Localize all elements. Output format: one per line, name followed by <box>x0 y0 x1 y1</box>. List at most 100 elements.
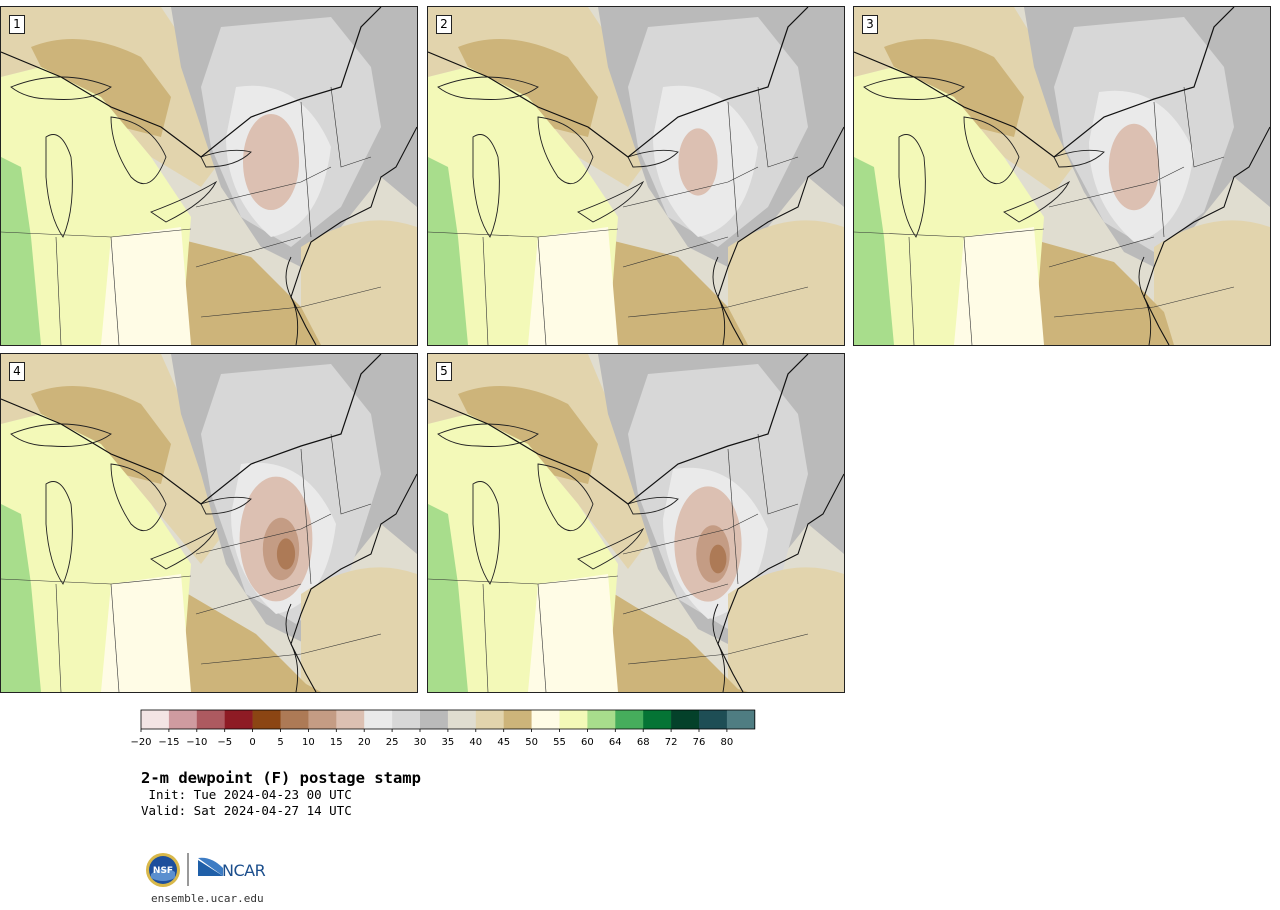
colorbar-tick-label: 25 <box>386 737 399 748</box>
colorbar-tick-label: 80 <box>721 737 734 748</box>
dewpoint-region-45 <box>171 584 321 692</box>
lake-erie-outline <box>150 527 218 570</box>
chesapeake-coast <box>1138 256 1152 345</box>
ncar-logo-text: NCAR <box>222 861 266 880</box>
lake-erie-outline <box>1003 180 1071 223</box>
lake-michigan-outline <box>472 481 500 585</box>
dewpoint-region-60 <box>428 157 468 345</box>
state-boundary <box>195 236 302 268</box>
state-boundary <box>482 236 489 345</box>
state-boundary <box>537 583 547 692</box>
colorbar-tick-label: 0 <box>249 737 255 748</box>
map-panel-4[interactable]: 4 <box>0 353 418 693</box>
map-panel-2[interactable]: 2 <box>427 6 845 346</box>
state-boundary <box>622 583 729 615</box>
lake-ontario-outline <box>200 149 252 168</box>
state-boundary <box>300 448 312 585</box>
colorbar-swatch <box>615 710 644 729</box>
dewpoint-region-60 <box>428 504 468 692</box>
dewpoint-map-2 <box>428 7 844 345</box>
state-boundary <box>195 166 332 208</box>
state-boundary <box>627 286 809 318</box>
colorbar-tick-label: 68 <box>637 737 650 748</box>
state-boundary <box>200 286 382 318</box>
dewpoint-region-45 <box>598 584 748 692</box>
colorbar-swatch <box>280 710 309 729</box>
logos: NSF NCAR <box>146 853 266 887</box>
state-boundary <box>55 236 62 345</box>
panel-number-label: 4 <box>9 362 25 381</box>
dewpoint-region-5 <box>709 544 727 574</box>
lake-superior-outline <box>10 76 112 100</box>
state-boundary <box>1053 286 1235 318</box>
state-boundary <box>963 236 973 345</box>
colorbar-swatch <box>364 710 393 729</box>
colorbar-tick-label: −20 <box>130 737 151 748</box>
map-panel-5[interactable]: 5 <box>427 353 845 693</box>
colorbar-tick-label: 50 <box>525 737 538 748</box>
colorbar-tick-label: 72 <box>665 737 678 748</box>
colorbar-tick-label: 40 <box>469 737 482 748</box>
dewpoint-region-45 <box>31 386 171 484</box>
dewpoint-region-50 <box>954 227 1044 345</box>
dewpoint-region-40 <box>728 220 844 345</box>
lake-erie-outline <box>150 180 218 223</box>
state-boundary <box>110 236 120 345</box>
colorbar-tick-label: 35 <box>442 737 455 748</box>
colorbar-tick-label: −15 <box>158 737 179 748</box>
colorbar-tick-label: −5 <box>217 737 232 748</box>
colorbar-tick-label: 45 <box>497 737 510 748</box>
dewpoint-region-15 <box>678 128 718 196</box>
dewpoint-map-5 <box>428 354 844 692</box>
lake-superior-outline <box>437 423 539 447</box>
state-boundary <box>757 86 799 168</box>
state-boundary <box>1048 236 1155 268</box>
state-boundary <box>622 166 759 208</box>
lake-superior-outline <box>863 76 965 100</box>
panel-number-label: 2 <box>436 15 452 34</box>
dewpoint-colorbar: −20 −15 −10 −5 0 5 10 15 20 25 30 35 40 45 50 55 60 64 68 7… <box>130 709 756 748</box>
valid-time: Valid: Sat 2024-04-27 14 UTC <box>141 802 352 818</box>
colorbar-tick-label: 15 <box>330 737 343 748</box>
coastline <box>1143 126 1270 345</box>
nsf-logo-text: NSF <box>153 866 173 876</box>
colorbar-swatch <box>196 710 225 729</box>
country-border <box>1 7 382 158</box>
dewpoint-region-40 <box>301 567 417 692</box>
dewpoint-region-15 <box>1108 123 1160 211</box>
site-url: ensemble.ucar.edu <box>151 892 264 905</box>
dewpoint-region-40 <box>1154 220 1270 345</box>
panel-number-label: 5 <box>436 362 452 381</box>
map-panel-1[interactable]: 1 <box>0 6 418 346</box>
dewpoint-region-45 <box>1024 237 1174 345</box>
coastline <box>717 473 844 692</box>
colorbar-swatch <box>447 710 477 729</box>
lake-huron-outline <box>110 463 167 532</box>
state-boundary <box>727 101 739 238</box>
dewpoint-map-4 <box>1 354 417 692</box>
state-boundary <box>622 236 729 268</box>
colorbar-tick-label: 76 <box>693 737 706 748</box>
state-boundary <box>627 633 809 665</box>
map-panel-3[interactable]: 3 <box>853 6 1271 346</box>
dewpoint-region-50 <box>528 574 618 692</box>
coastline <box>717 126 844 345</box>
dewpoint-region-40 <box>301 220 417 345</box>
state-boundary <box>1183 86 1225 168</box>
lake-erie-outline <box>577 527 645 570</box>
dewpoint-region-50 <box>101 574 191 692</box>
colorbar-tick-label: 30 <box>414 737 427 748</box>
colorbar-swatch <box>559 710 588 729</box>
dewpoint-region-45 <box>458 39 598 137</box>
colorbar-tick-label: 5 <box>277 737 283 748</box>
colorbar-swatch <box>392 710 421 729</box>
coastline <box>290 473 417 692</box>
colorbar-swatch <box>531 710 560 729</box>
state-boundary <box>1153 101 1165 238</box>
lake-superior-outline <box>10 423 112 447</box>
colorbar-tick-label: −10 <box>186 737 207 748</box>
country-border <box>428 7 809 158</box>
colorbar-swatch <box>168 710 198 729</box>
dewpoint-region-15 <box>243 114 299 210</box>
state-boundary <box>908 236 915 345</box>
